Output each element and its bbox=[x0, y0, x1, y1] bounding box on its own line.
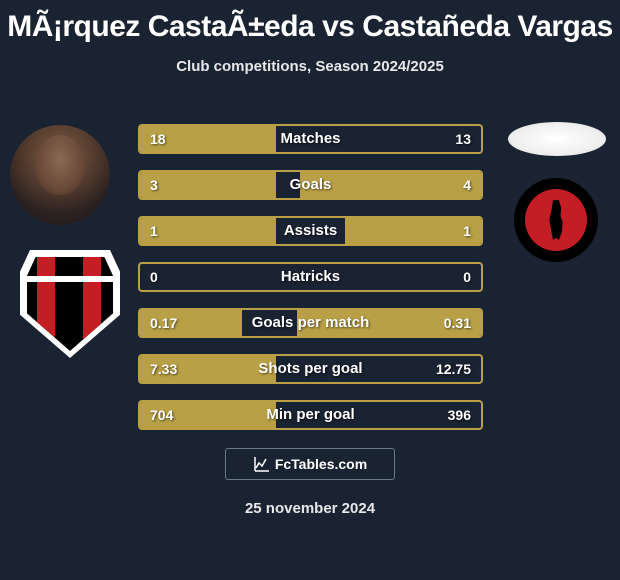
club-right-badge-icon bbox=[514, 178, 598, 262]
stat-row: 0.170.31Goals per match bbox=[138, 308, 483, 338]
stat-row: 704396Min per goal bbox=[138, 400, 483, 430]
site-name: FcTables.com bbox=[275, 456, 367, 472]
stat-row: 1813Matches bbox=[138, 124, 483, 154]
club-left-shield-icon bbox=[20, 250, 120, 358]
stat-value-left: 0.17 bbox=[150, 310, 177, 336]
player-right-avatar bbox=[508, 122, 606, 156]
stats-comparison: 1813Matches34Goals11Assists00Hatricks0.1… bbox=[138, 124, 483, 446]
site-logo[interactable]: FcTables.com bbox=[225, 448, 395, 480]
stat-value-left: 0 bbox=[150, 264, 158, 290]
stat-value-right: 0 bbox=[463, 264, 471, 290]
stat-value-left: 1 bbox=[150, 218, 158, 244]
stat-row: 0 0Hatricks bbox=[138, 262, 483, 292]
stat-value-right: 1 bbox=[463, 218, 471, 244]
footer-date: 25 november 2024 bbox=[0, 500, 620, 517]
stat-bar-right bbox=[345, 218, 481, 244]
player-left-avatar bbox=[10, 125, 110, 225]
stat-label: Hatricks bbox=[140, 264, 481, 290]
stat-value-right: 4 bbox=[463, 172, 471, 198]
page-subtitle: Club competitions, Season 2024/2025 bbox=[0, 58, 620, 75]
stat-value-right: 0.31 bbox=[444, 310, 471, 336]
stat-row: 7.3312.75Shots per goal bbox=[138, 354, 483, 384]
stat-value-right: 12.75 bbox=[436, 356, 471, 382]
stat-bar-left bbox=[140, 172, 276, 198]
stat-value-left: 18 bbox=[150, 126, 166, 152]
chart-icon bbox=[253, 455, 271, 473]
stat-value-left: 704 bbox=[150, 402, 173, 428]
stat-bar-right bbox=[300, 172, 481, 198]
stat-value-right: 396 bbox=[448, 402, 471, 428]
stat-value-right: 13 bbox=[455, 126, 471, 152]
page-title: MÃ¡rquez CastaÃ±eda vs Castañeda Vargas bbox=[0, 0, 620, 44]
stat-row: 34Goals bbox=[138, 170, 483, 200]
stat-bar-left bbox=[140, 218, 276, 244]
stat-value-left: 3 bbox=[150, 172, 158, 198]
stat-row: 11Assists bbox=[138, 216, 483, 246]
stat-value-left: 7.33 bbox=[150, 356, 177, 382]
